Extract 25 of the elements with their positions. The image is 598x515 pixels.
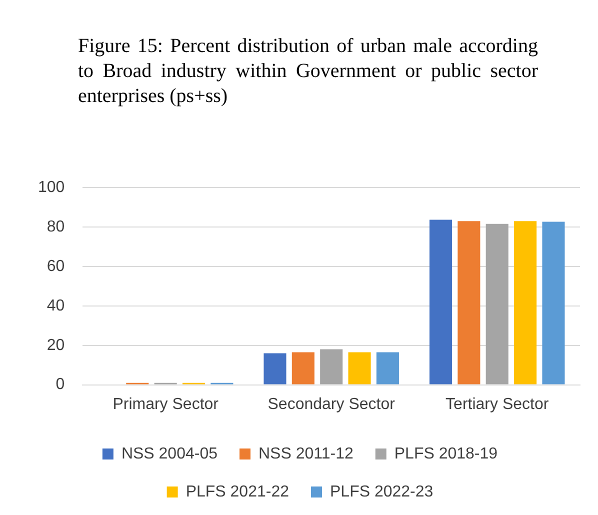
bar (458, 221, 480, 384)
x-tick-label: Primary Sector (112, 396, 220, 413)
bar (542, 222, 565, 384)
bar (486, 224, 508, 384)
legend-label: PLFS 2018-19 (394, 445, 498, 462)
legend-label: NSS 2011-12 (258, 445, 354, 462)
chart-title: Figure 15: Percent distribution of urban male according to Broad industry within Government or public sector enterprises (ps+ss) (78, 34, 538, 109)
bar (376, 352, 399, 384)
x-tick-label: Tertiary Sector (446, 396, 550, 413)
y-tick-label: 20 (46, 336, 65, 354)
legend-label: NSS 2004-05 (121, 445, 218, 462)
legend-label: PLFS 2021-22 (186, 483, 290, 500)
y-tick-label: 100 (38, 179, 65, 196)
y-tick-label: 80 (46, 218, 65, 236)
bar (320, 349, 343, 384)
bar (429, 220, 452, 384)
bar (264, 353, 286, 384)
bar (514, 221, 537, 384)
y-tick-label: 40 (46, 297, 65, 314)
y-tick-label: 0 (56, 376, 65, 394)
legend-label: PLFS 2022-23 (330, 483, 434, 500)
bar (348, 352, 371, 384)
x-tick-label: Secondary Sector (268, 396, 396, 413)
y-tick-label: 60 (46, 258, 65, 275)
bar (292, 352, 314, 384)
